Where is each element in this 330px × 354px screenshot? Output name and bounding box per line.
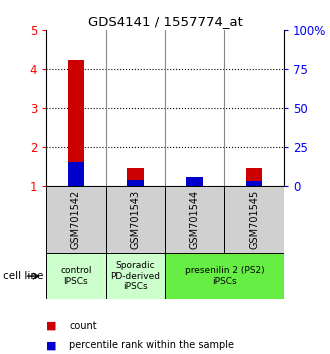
Text: ■: ■ <box>46 321 57 331</box>
Bar <box>127 169 144 186</box>
Text: GSM701545: GSM701545 <box>249 190 259 249</box>
Text: GSM701544: GSM701544 <box>190 190 200 249</box>
Bar <box>246 169 262 186</box>
Text: GSM701543: GSM701543 <box>130 190 140 249</box>
Text: GSM701542: GSM701542 <box>71 190 81 249</box>
Bar <box>127 180 144 186</box>
Bar <box>106 186 165 253</box>
Text: count: count <box>69 321 97 331</box>
Title: GDS4141 / 1557774_at: GDS4141 / 1557774_at <box>87 15 243 28</box>
Text: presenilin 2 (PS2)
iPSCs: presenilin 2 (PS2) iPSCs <box>184 267 264 286</box>
Bar <box>165 186 224 253</box>
Text: ■: ■ <box>46 340 57 350</box>
Bar <box>106 253 165 299</box>
Text: control
IPSCs: control IPSCs <box>60 267 92 286</box>
Bar <box>68 61 84 186</box>
Text: percentile rank within the sample: percentile rank within the sample <box>69 340 234 350</box>
Bar <box>246 181 262 186</box>
Bar <box>165 253 284 299</box>
Bar <box>186 184 203 186</box>
Bar <box>46 253 106 299</box>
Text: cell line: cell line <box>3 271 44 281</box>
Bar <box>186 177 203 186</box>
Text: Sporadic
PD-derived
iPSCs: Sporadic PD-derived iPSCs <box>110 261 160 291</box>
Bar <box>224 186 284 253</box>
Bar <box>68 162 84 186</box>
Bar <box>46 186 106 253</box>
